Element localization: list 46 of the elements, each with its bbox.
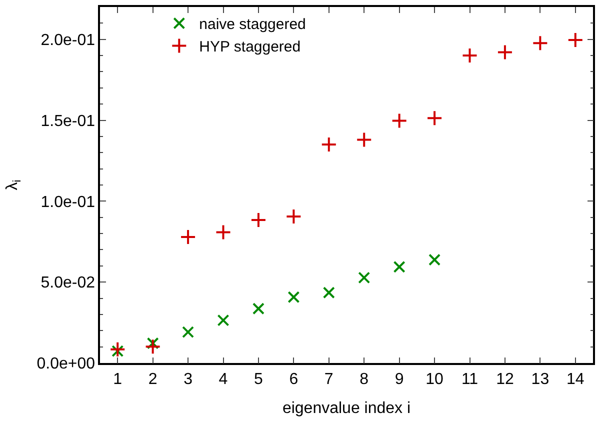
point bbox=[358, 272, 370, 284]
point bbox=[250, 212, 266, 228]
y-tick-label: 5.0e-02 bbox=[40, 274, 96, 292]
point bbox=[286, 208, 302, 225]
x-tick-label: 9 bbox=[394, 370, 404, 388]
x-tick-label: 10 bbox=[426, 370, 444, 388]
y-tick-label: 2.0e-01 bbox=[40, 32, 96, 49]
point bbox=[110, 341, 126, 358]
point bbox=[428, 254, 441, 266]
point bbox=[252, 302, 264, 315]
x-tick-label: 5 bbox=[254, 370, 264, 388]
x-tick-label: 8 bbox=[360, 370, 369, 388]
x-tick-label: 14 bbox=[566, 370, 584, 388]
x-tick-label: 3 bbox=[184, 370, 193, 388]
point bbox=[391, 112, 408, 129]
point bbox=[288, 291, 300, 304]
point bbox=[217, 314, 230, 326]
point bbox=[496, 44, 513, 60]
y-tick-label: 0.0e+00 bbox=[36, 356, 96, 373]
point bbox=[320, 136, 337, 153]
point bbox=[356, 132, 372, 148]
x-tick-label: 2 bbox=[148, 370, 158, 388]
x-tick-label: 4 bbox=[218, 370, 228, 388]
x-tick-label: 13 bbox=[531, 370, 550, 388]
legend-label: naive staggered bbox=[199, 16, 306, 34]
point bbox=[180, 228, 196, 245]
y-tick-label: 1.5e-01 bbox=[40, 112, 96, 130]
x-tick-label: 6 bbox=[289, 370, 298, 388]
y-tick-label: 1.0e-01 bbox=[40, 194, 96, 211]
point bbox=[144, 338, 161, 355]
x-tick-label: 12 bbox=[496, 370, 514, 388]
legend-label: HYP staggered bbox=[199, 38, 301, 56]
point bbox=[215, 224, 232, 240]
point bbox=[567, 32, 584, 48]
x-tick-label: 11 bbox=[461, 370, 478, 388]
point bbox=[393, 260, 406, 273]
point bbox=[322, 286, 335, 299]
point bbox=[182, 326, 194, 338]
point bbox=[112, 345, 124, 358]
x-axis-title: eigenvalue index i bbox=[282, 400, 411, 418]
x-tick-label: 7 bbox=[324, 370, 334, 388]
point bbox=[146, 337, 159, 350]
x-tick-label: 1 bbox=[113, 370, 122, 388]
point bbox=[532, 35, 548, 52]
point bbox=[462, 48, 478, 64]
point bbox=[426, 110, 443, 126]
